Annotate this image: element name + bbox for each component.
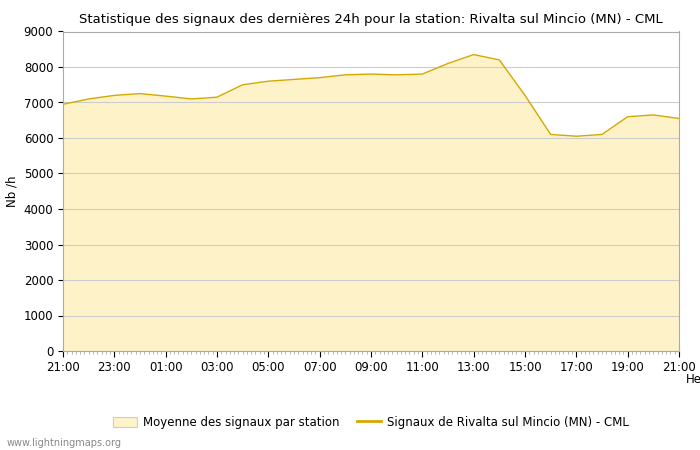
Y-axis label: Nb /h: Nb /h — [5, 176, 18, 207]
Legend: Moyenne des signaux par station, Signaux de Rivalta sul Mincio (MN) - CML: Moyenne des signaux par station, Signaux… — [108, 411, 634, 434]
X-axis label: Heure: Heure — [686, 374, 700, 387]
Text: www.lightningmaps.org: www.lightningmaps.org — [7, 438, 122, 448]
Title: Statistique des signaux des dernières 24h pour la station: Rivalta sul Mincio (M: Statistique des signaux des dernières 24… — [79, 13, 663, 26]
